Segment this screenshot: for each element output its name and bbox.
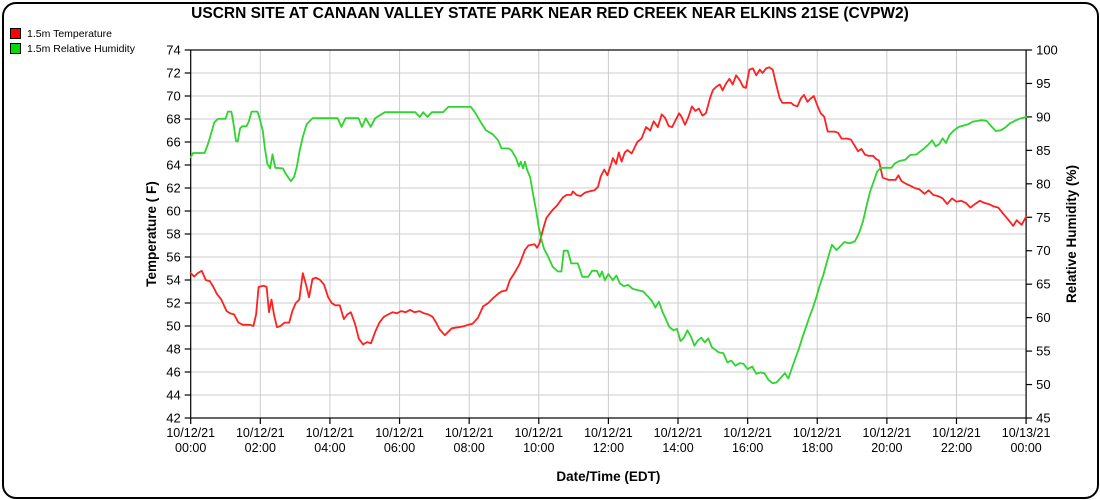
x-tick-time-label: 08:00 (454, 441, 485, 455)
x-axis-title: Date/Time (EDT) (556, 469, 660, 484)
right-axis-tick-label: 95 (1036, 76, 1050, 91)
x-tick-date-label: 10/12/21 (445, 426, 494, 440)
left-axis-tick-label: 54 (166, 273, 180, 288)
right-axis-tick-label: 100 (1036, 43, 1058, 58)
x-tick-time-label: 18:00 (802, 441, 833, 455)
right-axis-tick-label: 90 (1036, 109, 1050, 124)
right-axis-tick-label: 50 (1036, 377, 1050, 392)
right-axis-tick-label: 65 (1036, 277, 1050, 292)
x-tick-date-label: 10/12/21 (166, 426, 215, 440)
left-axis-tick-label: 64 (166, 158, 180, 173)
right-axis-tick-label: 55 (1036, 344, 1050, 359)
legend-item-humidity: 1.5m Relative Humidity (10, 41, 135, 56)
x-tick-time-label: 00:00 (1010, 441, 1041, 455)
x-tick-date-label: 10/12/21 (723, 426, 772, 440)
x-tick-date-label: 10/12/21 (863, 426, 912, 440)
x-tick-time-label: 10:00 (523, 441, 554, 455)
temperature-legend-label: 1.5m Temperature (27, 27, 113, 40)
left-axis-tick-label: 72 (166, 66, 180, 81)
x-tick-time-label: 16:00 (732, 441, 763, 455)
left-axis-tick-label: 44 (166, 388, 180, 403)
x-tick-date-label: 10/12/21 (584, 426, 633, 440)
legend-item-temperature: 1.5m Temperature (10, 26, 135, 41)
left-axis-tick-label: 70 (166, 89, 180, 104)
right-axis-tick-label: 75 (1036, 210, 1050, 225)
x-tick-date-label: 10/12/21 (793, 426, 842, 440)
x-tick-time-label: 02:00 (245, 441, 276, 455)
temperature-line (189, 66, 1027, 346)
left-axis-tick-label: 60 (166, 204, 180, 219)
right-axis-tick-label: 60 (1036, 310, 1050, 325)
x-tick-date-label: 10/12/21 (236, 426, 285, 440)
left-axis-tick-label: 48 (166, 342, 180, 357)
humidity-legend-label: 1.5m Relative Humidity (27, 42, 135, 55)
humidity-legend-swatch (10, 43, 21, 54)
x-tick-date-label: 10/12/21 (654, 426, 703, 440)
right-axis-title: Relative Humidity (%) (1064, 165, 1079, 303)
x-tick-time-label: 22:00 (941, 441, 972, 455)
temperature-legend-swatch (10, 28, 21, 39)
chart-title: USCRN SITE AT CANAAN VALLEY STATE PARK N… (191, 5, 909, 22)
x-tick-date-label: 10/12/21 (306, 426, 355, 440)
left-axis-tick-label: 52 (166, 296, 180, 311)
left-axis-tick-label: 56 (166, 250, 180, 265)
x-tick-time-label: 04:00 (314, 441, 345, 455)
left-axis-tick-label: 50 (166, 319, 180, 334)
left-axis-tick-label: 42 (166, 411, 180, 426)
left-axis-tick-label: 68 (166, 112, 180, 127)
right-axis-tick-label: 45 (1036, 411, 1050, 426)
x-tick-date-label: 10/13/21 (1002, 426, 1051, 440)
left-axis-tick-label: 62 (166, 181, 180, 196)
x-tick-date-label: 10/12/21 (375, 426, 424, 440)
x-tick-time-label: 12:00 (593, 441, 624, 455)
right-axis-tick-label: 70 (1036, 243, 1050, 258)
left-axis-title: Temperature ( F) (144, 181, 159, 287)
x-tick-time-label: 14:00 (662, 441, 693, 455)
left-axis-tick-label: 46 (166, 365, 180, 380)
x-tick-date-label: 10/12/21 (514, 426, 563, 440)
x-tick-time-label: 06:00 (384, 441, 415, 455)
left-axis-tick-label: 66 (166, 135, 180, 150)
right-axis-tick-label: 85 (1036, 143, 1050, 158)
chart-legend: 1.5m Temperature 1.5m Relative Humidity (10, 26, 135, 56)
right-axis-tick-label: 80 (1036, 176, 1050, 191)
left-axis-tick-label: 58 (166, 227, 180, 242)
humidity-line (189, 106, 1027, 385)
x-tick-time-label: 20:00 (871, 441, 902, 455)
x-tick-time-label: 00:00 (175, 441, 206, 455)
x-tick-date-label: 10/12/21 (932, 426, 981, 440)
left-axis-tick-label: 74 (166, 43, 180, 58)
